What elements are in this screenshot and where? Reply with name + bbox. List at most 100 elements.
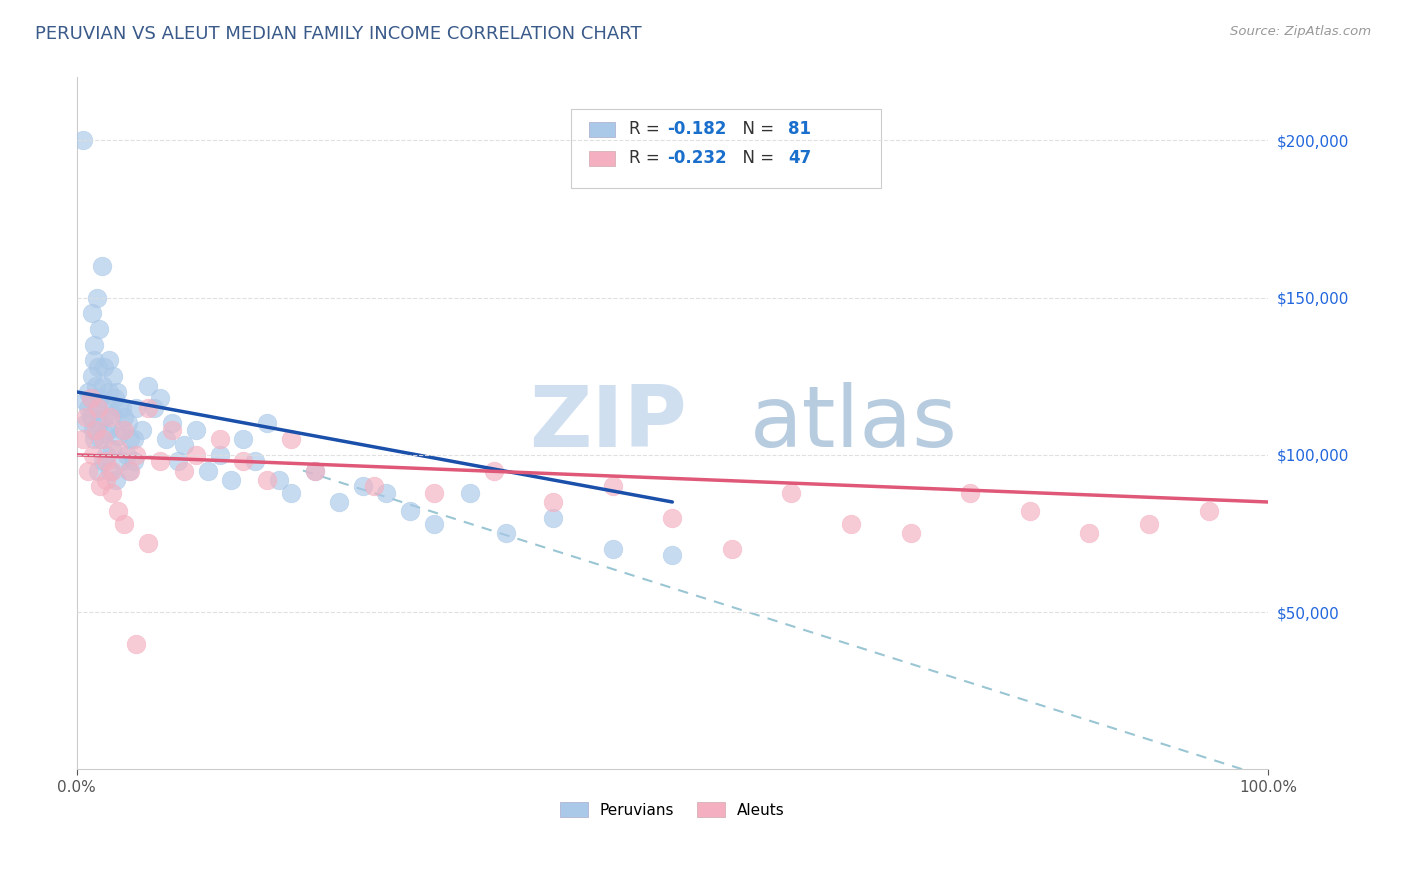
Aleuts — [160, 423, 183, 437]
Text: R =: R = — [630, 120, 665, 138]
Peruvians — [232, 432, 254, 446]
Aleuts — [304, 464, 326, 478]
Aleuts — [208, 432, 231, 446]
Peruvians — [399, 504, 422, 518]
Peruvians — [77, 401, 100, 415]
Aleuts — [82, 448, 104, 462]
Aleuts — [96, 454, 118, 468]
Aleuts — [482, 464, 505, 478]
Peruvians — [112, 410, 135, 425]
Peruvians — [93, 410, 115, 425]
Aleuts — [87, 401, 110, 415]
Peruvians — [423, 516, 446, 531]
Aleuts — [280, 432, 302, 446]
Peruvians — [120, 432, 142, 446]
Aleuts — [77, 464, 100, 478]
Aleuts — [107, 504, 129, 518]
Peruvians — [104, 391, 127, 405]
Peruvians — [197, 464, 219, 478]
Peruvians — [101, 442, 124, 456]
Peruvians — [221, 473, 243, 487]
Aleuts — [839, 516, 862, 531]
Peruvians — [97, 384, 120, 399]
Peruvians — [89, 432, 111, 446]
Aleuts — [89, 479, 111, 493]
Peruvians — [245, 454, 267, 468]
FancyBboxPatch shape — [571, 109, 880, 188]
Peruvians — [84, 378, 107, 392]
Peruvians — [136, 378, 159, 392]
Peruvians — [108, 401, 131, 415]
Aleuts — [72, 432, 94, 446]
Peruvians — [110, 454, 132, 468]
Peruvians — [87, 464, 110, 478]
Peruvians — [541, 510, 564, 524]
Aleuts — [125, 636, 148, 650]
Aleuts — [136, 536, 159, 550]
Peruvians — [80, 306, 103, 320]
Peruvians — [122, 432, 145, 446]
Peruvians — [77, 384, 100, 399]
Peruvians — [96, 397, 118, 411]
Aleuts — [112, 516, 135, 531]
Text: R =: R = — [630, 149, 665, 168]
Text: 81: 81 — [787, 120, 811, 138]
Aleuts — [900, 526, 922, 541]
Aleuts — [91, 432, 114, 446]
Peruvians — [269, 473, 291, 487]
Aleuts — [173, 464, 195, 478]
Text: N =: N = — [733, 149, 779, 168]
Peruvians — [96, 448, 118, 462]
Peruvians — [96, 423, 118, 437]
Peruvians — [87, 359, 110, 374]
Legend: Peruvians, Aleuts: Peruvians, Aleuts — [554, 796, 790, 824]
Peruvians — [101, 407, 124, 421]
Peruvians — [72, 133, 94, 147]
Peruvians — [495, 526, 517, 541]
Aleuts — [96, 473, 118, 487]
Aleuts — [125, 448, 148, 462]
Aleuts — [1078, 526, 1101, 541]
Aleuts — [80, 391, 103, 405]
Peruvians — [111, 401, 134, 415]
Peruvians — [80, 391, 103, 405]
Peruvians — [184, 423, 207, 437]
Text: 47: 47 — [787, 149, 811, 168]
Peruvians — [86, 397, 108, 411]
Peruvians — [122, 454, 145, 468]
Aleuts — [101, 464, 124, 478]
Text: ZIP: ZIP — [529, 382, 688, 465]
Peruvians — [80, 410, 103, 425]
Peruvians — [117, 417, 139, 431]
Peruvians — [602, 542, 624, 557]
Peruvians — [166, 454, 188, 468]
Aleuts — [1198, 504, 1220, 518]
Aleuts — [184, 448, 207, 462]
Peruvians — [83, 432, 105, 446]
Peruvians — [107, 429, 129, 443]
Peruvians — [89, 417, 111, 431]
Peruvians — [105, 384, 128, 399]
Peruvians — [75, 417, 97, 431]
Peruvians — [173, 438, 195, 452]
Aleuts — [112, 423, 135, 437]
Aleuts — [721, 542, 744, 557]
Peruvians — [256, 417, 278, 431]
Aleuts — [232, 454, 254, 468]
Aleuts — [661, 510, 683, 524]
Peruvians — [280, 485, 302, 500]
Peruvians — [104, 473, 127, 487]
Bar — [589, 121, 616, 137]
Aleuts — [602, 479, 624, 493]
Peruvians — [118, 464, 141, 478]
Peruvians — [661, 549, 683, 563]
Bar — [589, 151, 616, 166]
Peruvians — [91, 378, 114, 392]
Peruvians — [91, 454, 114, 468]
Peruvians — [90, 259, 112, 273]
Peruvians — [86, 291, 108, 305]
Aleuts — [959, 485, 981, 500]
Peruvians — [375, 485, 398, 500]
Aleuts — [423, 485, 446, 500]
Peruvians — [73, 394, 96, 409]
